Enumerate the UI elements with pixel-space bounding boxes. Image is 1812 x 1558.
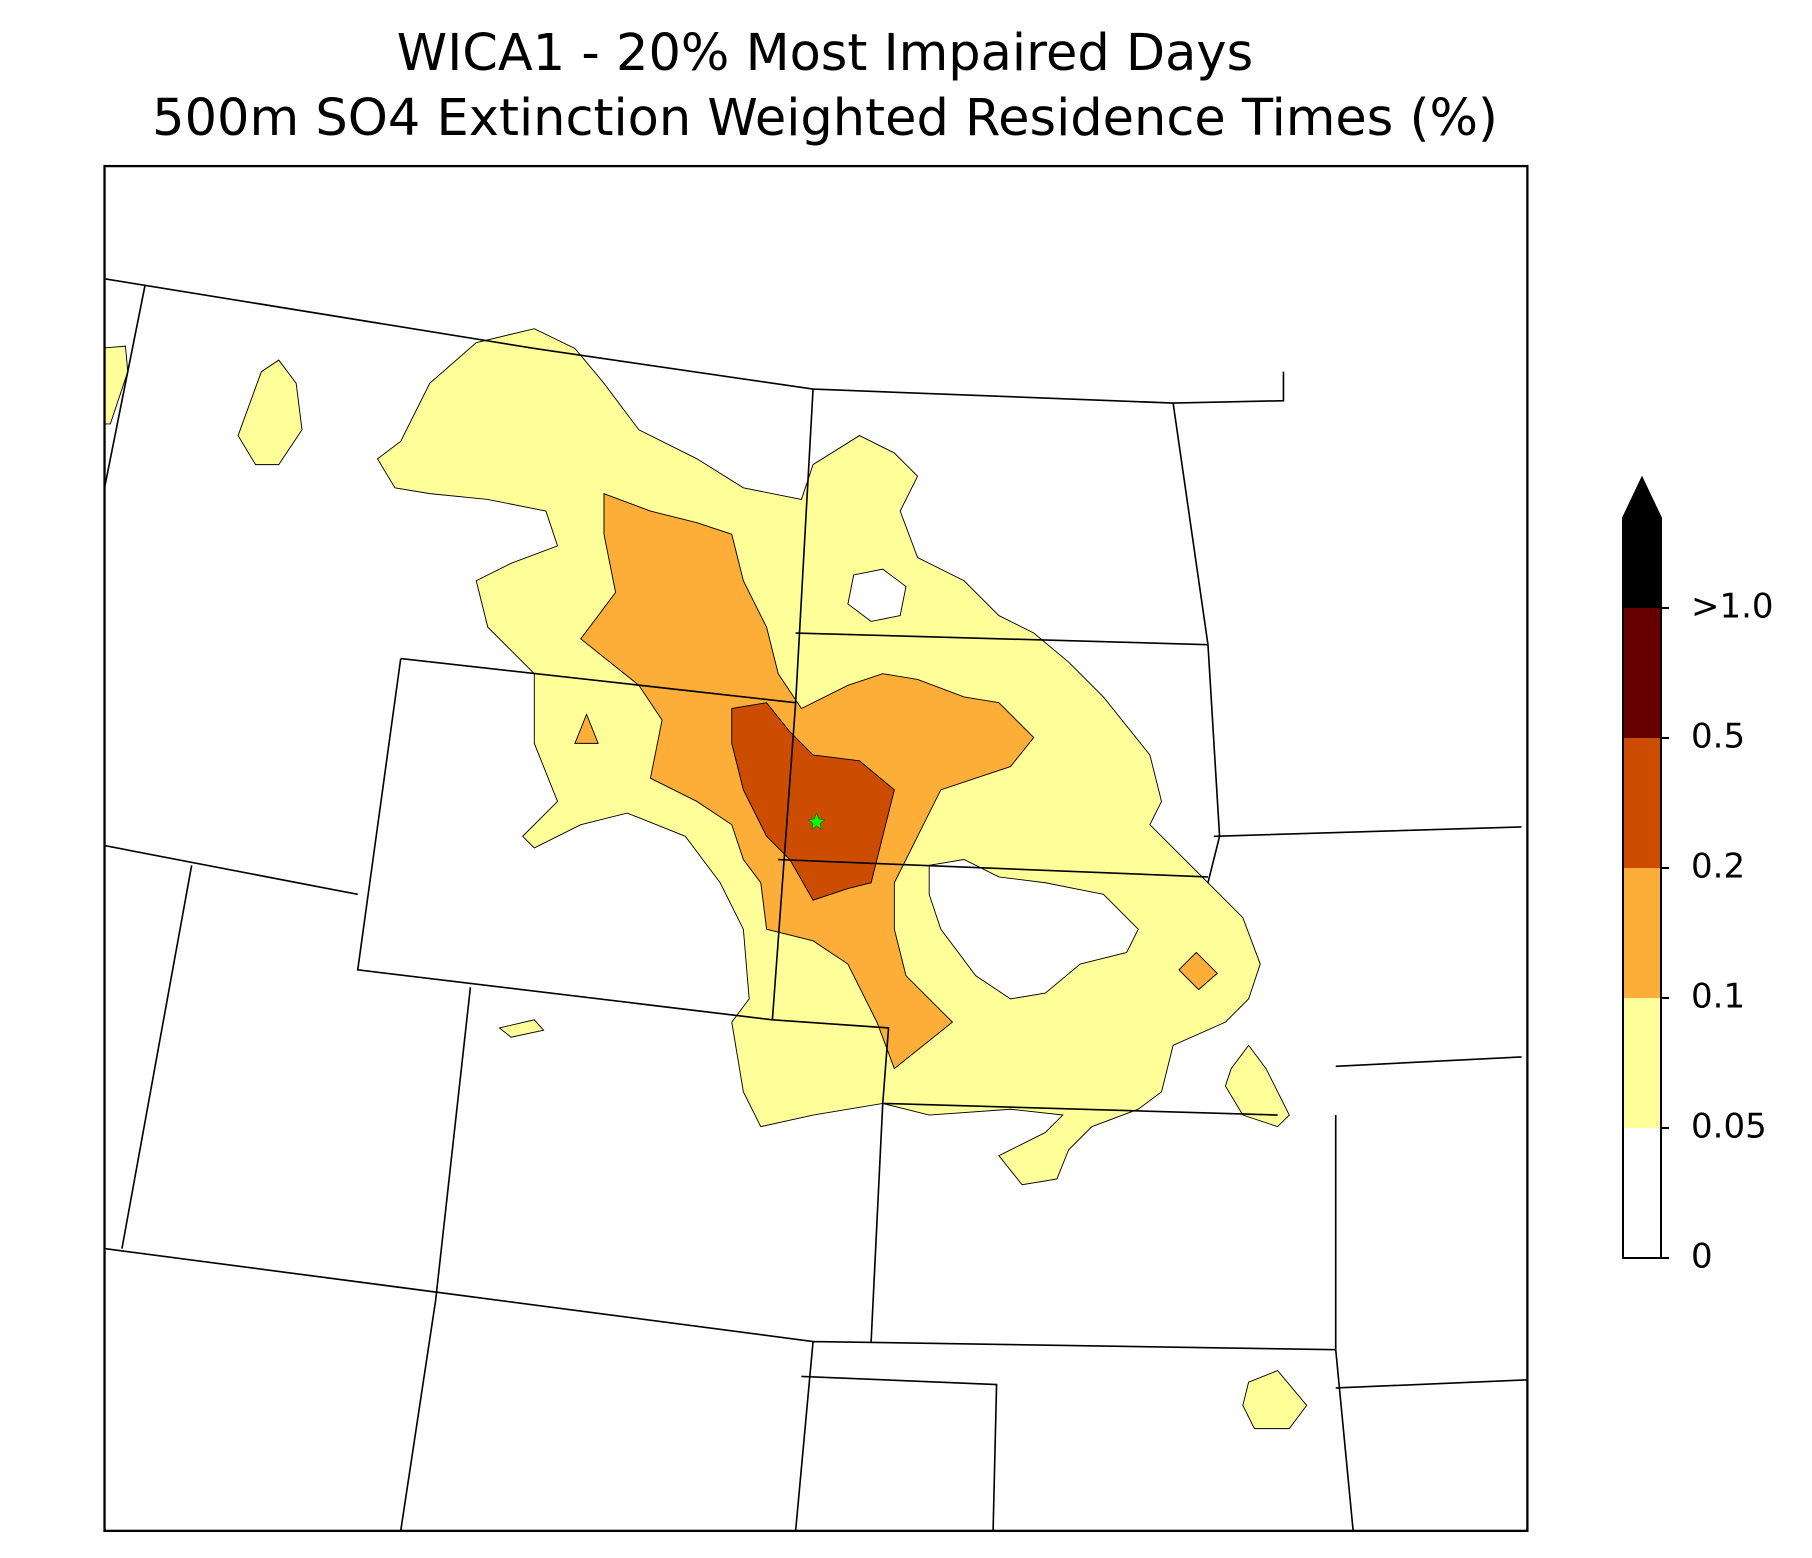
contour-fill	[731, 702, 895, 901]
colorbar-box	[1623, 998, 1661, 1128]
state-boundaries	[104, 277, 1528, 1531]
contour-fill	[574, 492, 1218, 1070]
contour-fill	[104, 345, 1308, 1430]
colorbar-tick-label: 0.1	[1691, 977, 1745, 1017]
map	[103, 164, 1529, 1533]
colorbar-box	[1623, 608, 1661, 738]
colorbar-outline	[1622, 475, 1662, 1259]
colorbar-box	[1623, 738, 1661, 868]
colorbar-tick-label: 0.5	[1691, 717, 1745, 757]
colorbar-tick-label: >1.0	[1691, 587, 1774, 627]
title-line: WICA1 - 20% Most Impaired Days	[397, 24, 1253, 83]
colorbar-box	[1623, 868, 1661, 998]
title-line: 500m SO4 Extinction Weighted Residence T…	[152, 89, 1498, 148]
colorbar-tick-label: 0	[1691, 1237, 1713, 1277]
site-marker	[807, 812, 826, 830]
colorbar-extension	[1623, 478, 1661, 608]
map-body	[104, 277, 1528, 1531]
colorbar-box	[1623, 1128, 1661, 1258]
colorbar-tick-label: 0.05	[1691, 1107, 1767, 1147]
map-frame	[103, 164, 1529, 1533]
colorbar-tick-label: 0.2	[1691, 847, 1745, 887]
colorbar: 0 0.05 0.1 0.2 0.5 >1.0	[1622, 475, 1774, 1277]
